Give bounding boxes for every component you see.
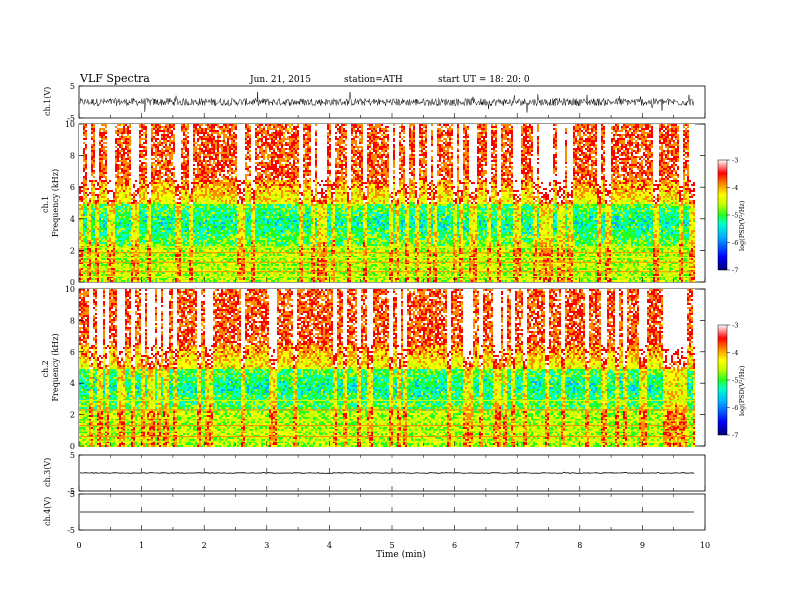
colorbar-label: log(PSD(V²/Hz): [738, 365, 746, 416]
x-tick-label: 4: [327, 541, 332, 550]
spectrogram-ch2-spec: [79, 289, 695, 447]
colorbar-ch2-spec: [718, 325, 727, 435]
x-tick-label: 3: [264, 541, 269, 550]
y-tick-label: 0: [70, 442, 75, 451]
y-tick-label: 5: [70, 490, 75, 499]
x-tick-label: 1: [139, 541, 144, 550]
colorbar-tick-label: -7: [732, 267, 738, 275]
x-tick-label: 6: [452, 541, 457, 550]
x-tick-label: 10: [700, 541, 710, 550]
figure-title: VLF Spectra: [79, 72, 150, 85]
x-tick-label: 7: [515, 541, 520, 550]
x-tick-label: 2: [202, 541, 207, 550]
channel-voltage-label: ch.4(V): [43, 497, 52, 526]
colorbar-tick-label: -3: [732, 322, 738, 330]
spectrogram-ch1-spec: [79, 124, 695, 282]
y-tick-label: 6: [70, 348, 75, 357]
colorbar-label: log(PSD(V²/Hz): [738, 200, 746, 251]
frequency-axis-label: Frequency (kHz): [51, 169, 60, 237]
x-tick-label: 8: [577, 541, 582, 550]
y-tick-label: 10: [65, 120, 75, 129]
y-tick-label: 8: [70, 152, 75, 161]
waveform-ch3-wave: [80, 472, 694, 473]
colorbar-tick-label: -4: [732, 349, 738, 357]
frequency-axis-label: Frequency (kHz): [51, 333, 60, 401]
channel-voltage-label: ch.1(V): [43, 87, 52, 116]
y-tick-label: 4: [70, 379, 75, 388]
x-tick-label: 5: [389, 541, 394, 550]
channel-label: ch.1: [41, 196, 50, 213]
vlf-spectra-figure: VLF Spectra Jun. 21, 2015 station=ATH st…: [0, 0, 792, 612]
channel-label: ch.2: [41, 360, 50, 377]
y-tick-label: 5: [70, 451, 75, 460]
channel-voltage-label: ch.3(V): [43, 458, 52, 487]
colorbar-ch1-spec: [718, 160, 727, 270]
y-tick-label: 2: [70, 246, 75, 255]
colorbars: -3-4-5-6-7log(PSD(V²/Hz)-3-4-5-6-7log(PS…: [718, 157, 746, 440]
spectrogram-images: [79, 124, 695, 447]
y-tick-label: 5: [70, 82, 75, 91]
colorbar-tick-label: -3: [732, 157, 738, 165]
waveform-ch1-wave: [80, 92, 694, 113]
y-tick-label: 8: [70, 316, 75, 325]
y-tick-label: -5: [67, 526, 75, 535]
colorbar-tick-label: -7: [732, 432, 738, 440]
x-tick-label: 0: [76, 541, 81, 550]
header-start-time: start UT = 18: 20: 0: [438, 75, 530, 85]
y-tick-label: 10: [65, 285, 75, 294]
y-tick-label: 2: [70, 411, 75, 420]
x-tick-label: 9: [640, 541, 645, 550]
y-tick-label: 4: [70, 215, 75, 224]
colorbar-tick-label: -4: [732, 184, 738, 192]
x-axis-label: Time (min): [376, 549, 426, 560]
header-date: Jun. 21, 2015: [249, 75, 311, 85]
y-tick-label: 6: [70, 183, 75, 192]
header-station: station=ATH: [344, 75, 403, 85]
